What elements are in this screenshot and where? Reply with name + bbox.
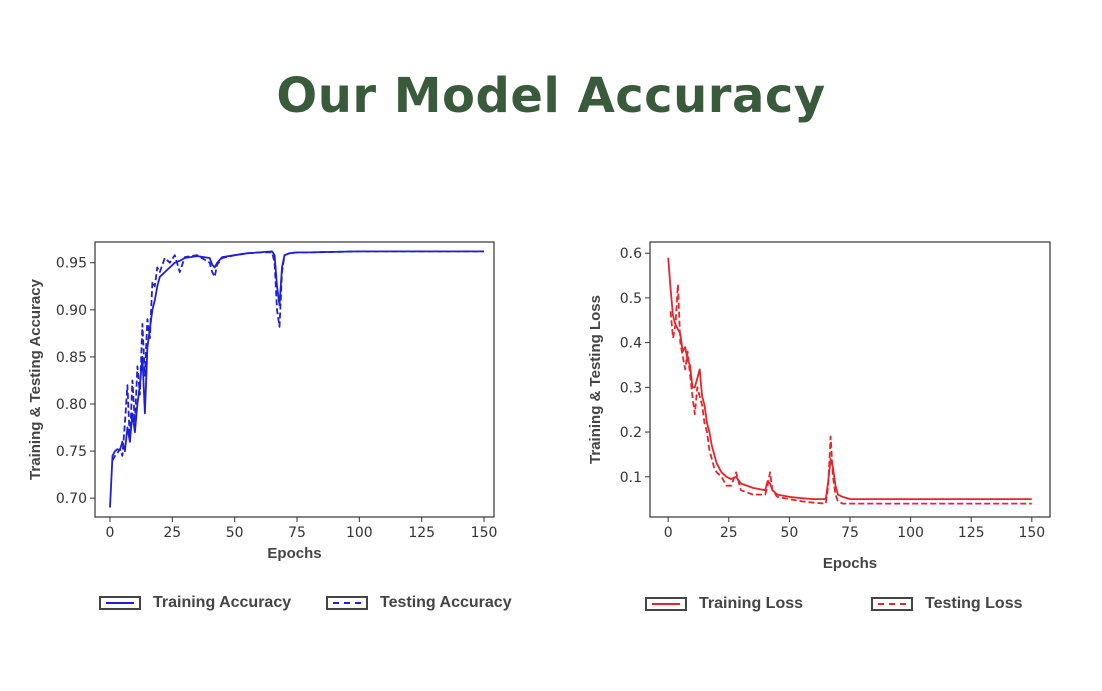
legend-label: Training Accuracy	[153, 594, 292, 611]
y-tick-label: 0.3	[620, 380, 642, 396]
x-tick-label: 125	[408, 525, 435, 541]
x-tick-label: 0	[664, 525, 673, 541]
x-tick-label: 125	[958, 525, 985, 541]
legend-training-accuracy: Training Accuracy	[99, 594, 291, 612]
x-axis-label: Epochs	[267, 545, 321, 562]
legend-testing-accuracy: Testing Accuracy	[326, 594, 512, 612]
series-line-solid	[667, 257, 1032, 501]
x-axis-label: Epochs	[823, 555, 877, 572]
y-axis-label: Training & Testing Loss	[587, 295, 604, 464]
x-tick-label: 75	[288, 525, 306, 541]
legend-swatch-solid-blue	[99, 596, 141, 610]
x-tick-label: 25	[163, 525, 181, 541]
y-tick-label: 0.80	[56, 397, 87, 413]
plot-frame	[94, 241, 495, 518]
x-tick-label: 50	[780, 525, 798, 541]
y-tick-label: 0.5	[620, 291, 642, 307]
x-tick-label: 150	[1018, 525, 1045, 541]
x-tick-label: 50	[226, 525, 244, 541]
legend-swatch-dashed-blue	[326, 596, 368, 610]
page-title: Our Model Accuracy	[276, 68, 826, 124]
y-tick-label: 0.2	[620, 425, 642, 441]
y-tick-label: 0.90	[56, 303, 87, 319]
x-tick-label: 150	[471, 525, 498, 541]
y-tick-label: 0.75	[56, 444, 87, 460]
x-tick-label: 25	[720, 525, 738, 541]
plot-frame	[649, 241, 1051, 518]
x-tick-label: 100	[897, 525, 924, 541]
series-line-solid	[109, 250, 484, 508]
legend-testing-loss: Testing Loss	[871, 595, 1023, 613]
y-axis-label: Training & Testing Accuracy	[27, 278, 44, 480]
legend-label: Testing Accuracy	[380, 594, 512, 611]
legend-swatch-dashed-red	[871, 597, 913, 611]
series-line-dashed	[111, 250, 484, 461]
y-tick-label: 0.95	[56, 256, 87, 272]
loss-chart: 0 25 50 75 100 125 150 0.1 0.2 0.3 0.4 0.5 0.6 Epochs…	[587, 241, 1051, 572]
legend-label: Testing Loss	[925, 595, 1023, 612]
x-tick-label: 0	[106, 525, 115, 541]
y-tick-label: 0.6	[620, 246, 642, 262]
y-tick-label: 0.85	[56, 350, 87, 366]
series-line-dashed	[669, 283, 1032, 505]
y-tick-label: 0.4	[620, 336, 642, 352]
y-tick-label: 0.1	[620, 470, 642, 486]
legend-training-loss: Training Loss	[645, 595, 803, 613]
y-tick-label: 0.70	[56, 491, 87, 507]
accuracy-chart: 0 25 50 75 100 125 150 0.70 0.75 0.80 0.85 0.90 0.95…	[27, 241, 498, 562]
x-tick-label: 100	[346, 525, 373, 541]
legend-swatch-solid-red	[645, 597, 687, 611]
legend-label: Training Loss	[699, 595, 804, 612]
x-tick-label: 75	[841, 525, 859, 541]
